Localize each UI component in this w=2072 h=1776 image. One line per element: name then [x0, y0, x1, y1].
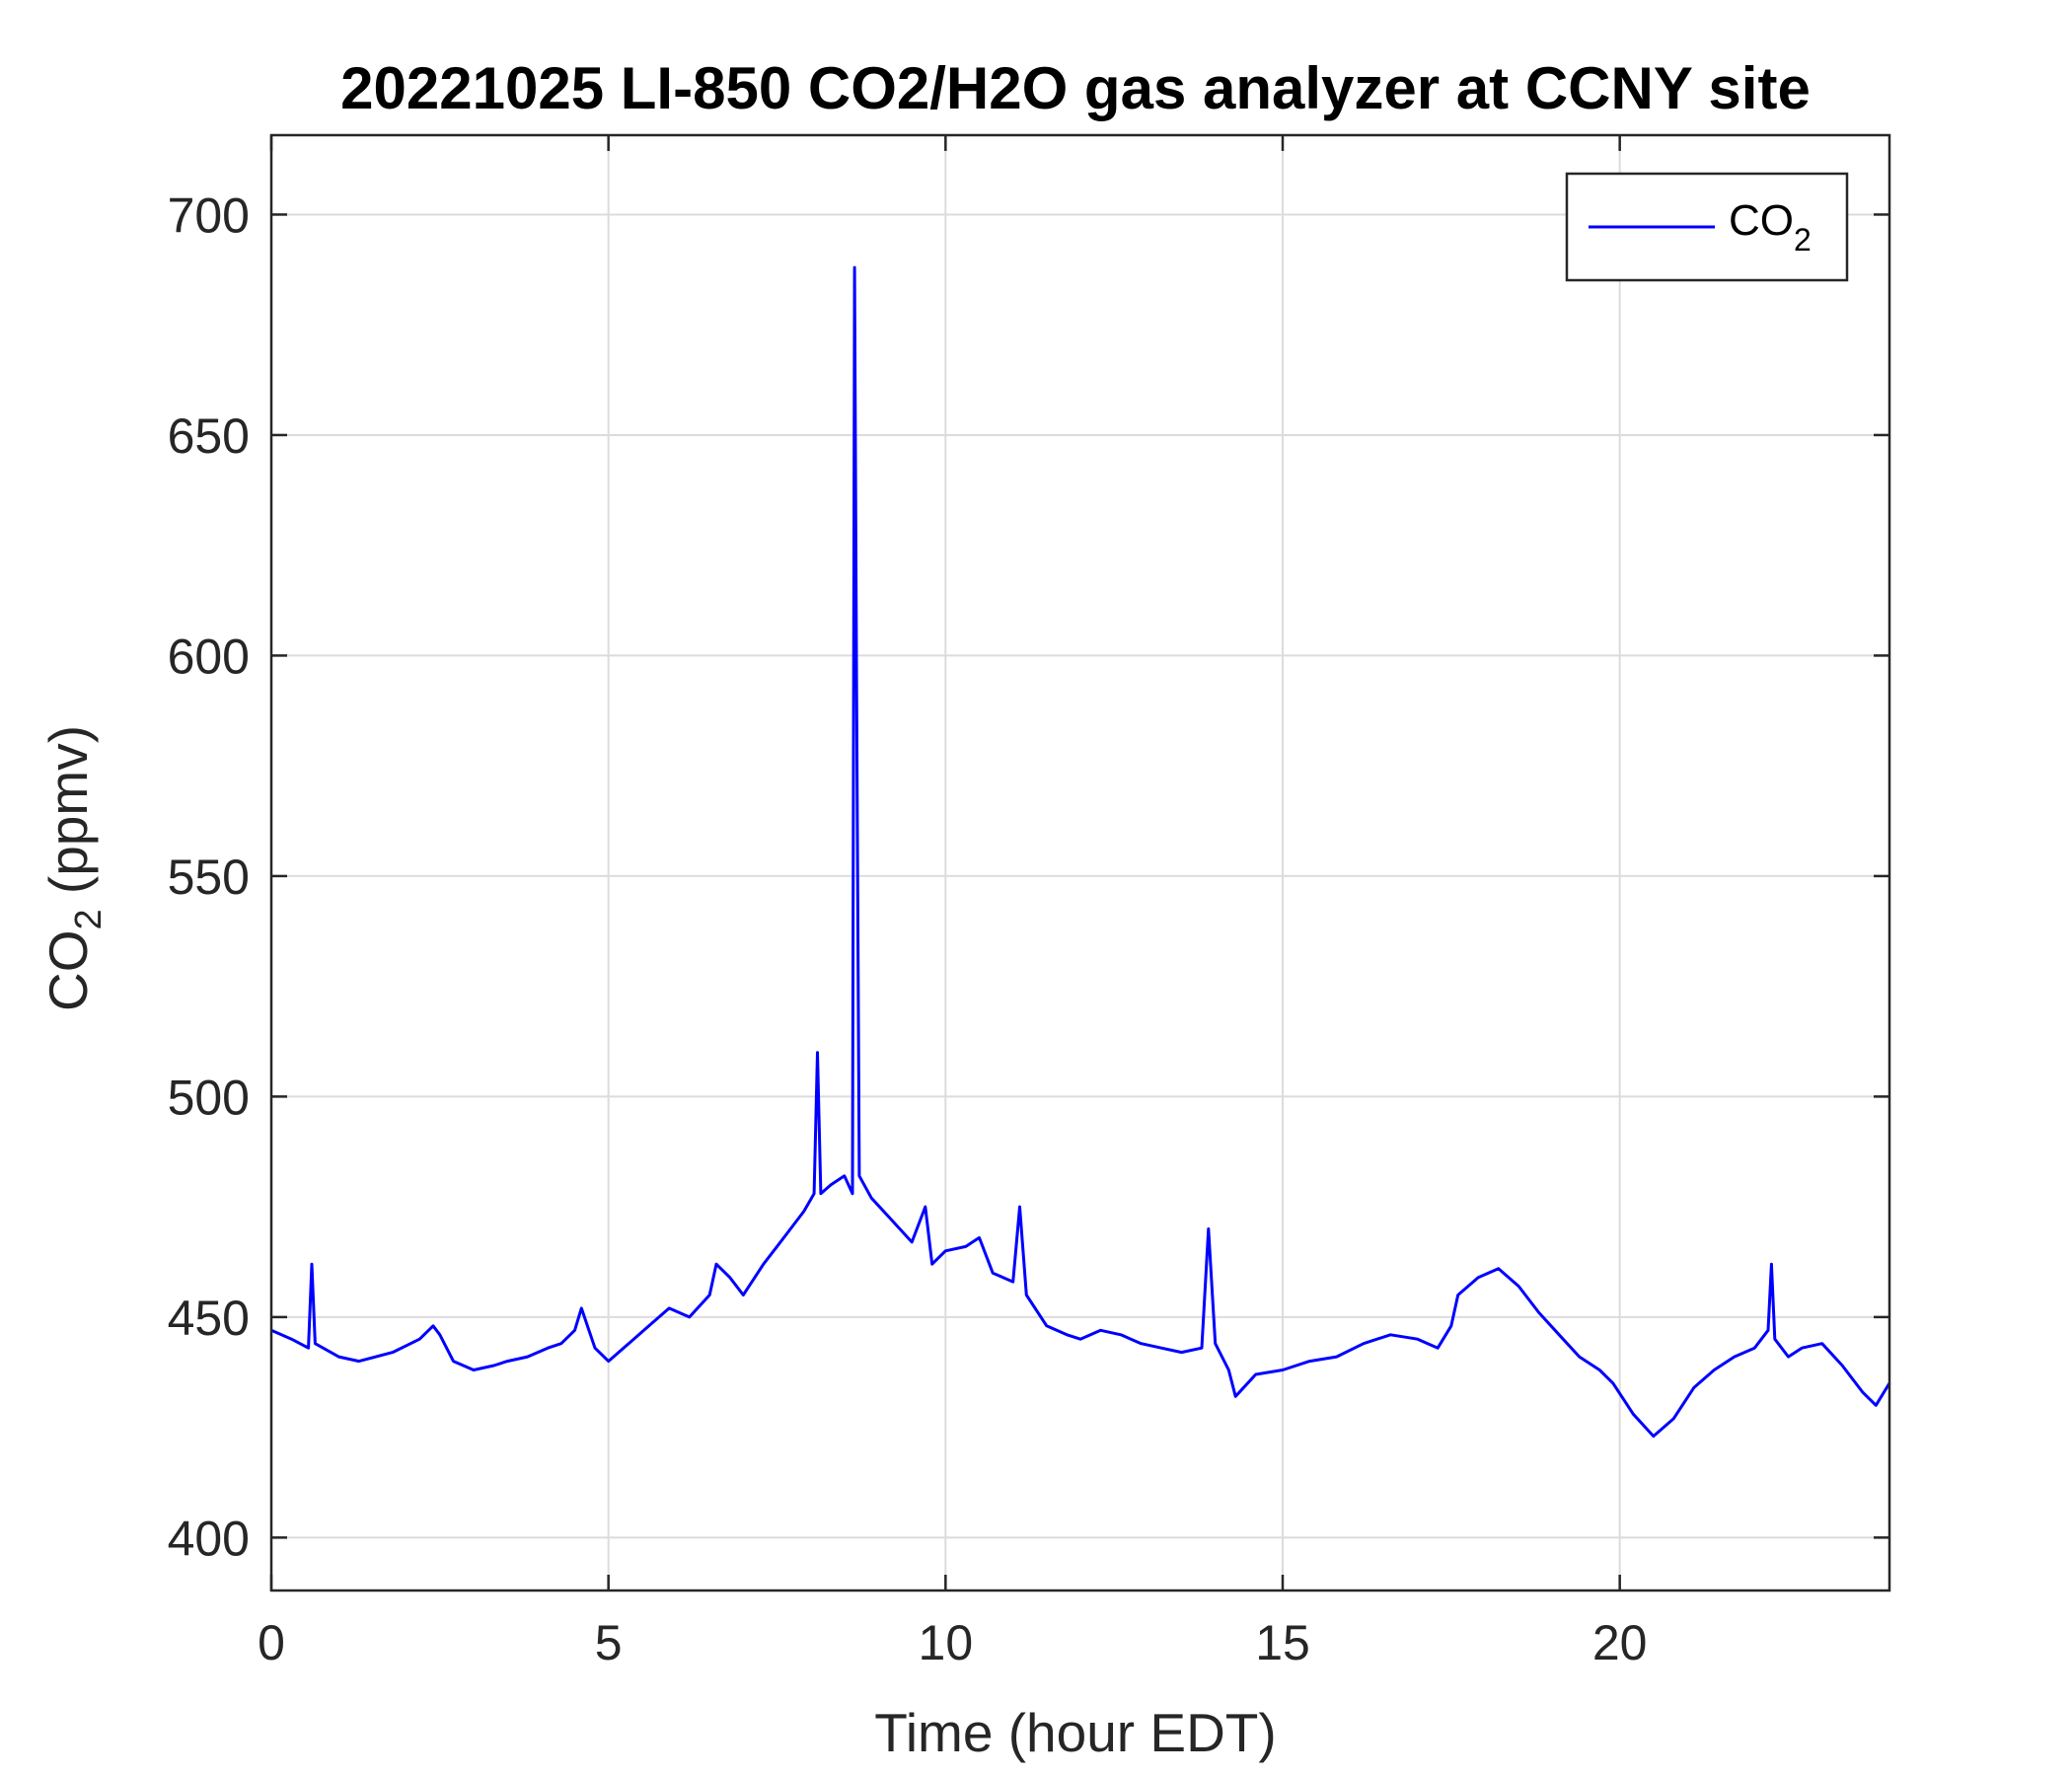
legend: CO2 [1565, 172, 1849, 282]
y-tick-label: 450 [168, 1291, 250, 1346]
y-tick-label: 600 [168, 629, 250, 684]
x-tick-label: 15 [1255, 1615, 1310, 1670]
y-tick-label: 550 [168, 850, 250, 905]
x-axis-label: Time (hour EDT) [874, 1702, 1276, 1763]
y-tick-label: 650 [168, 408, 250, 464]
x-tick-label: 20 [1592, 1615, 1648, 1670]
y-tick-label: 400 [168, 1511, 250, 1566]
x-tick-label: 5 [595, 1615, 623, 1670]
legend-entry-label: CO [1729, 196, 1794, 245]
y-tick-label: 700 [168, 187, 250, 243]
legend-entry-co2: CO2 [1729, 196, 1812, 258]
y-tick-label: 500 [168, 1070, 250, 1125]
y-axis-label-main: CO [37, 930, 99, 1012]
y-axis-label-units: (ppmv) [37, 725, 99, 909]
chart-title: 20221025 LI-850 CO2/H2O gas analyzer at … [340, 55, 1811, 121]
tick-labels: 0 5 10 15 20 400 450 500 550 600 650 700 [168, 187, 1648, 1670]
axes-layer [269, 133, 1891, 1592]
y-axis-label-subscript: 2 [68, 909, 110, 929]
legend-entry-subscript: 2 [1794, 222, 1812, 258]
series-layer [270, 265, 1891, 1439]
x-tick-label: 0 [258, 1615, 285, 1670]
y-axis-label: CO2 (ppmv) [37, 725, 110, 1011]
series-line-0 [270, 265, 1891, 1439]
gridlines [271, 135, 1889, 1591]
x-tick-label: 10 [919, 1615, 974, 1670]
plot-area-border [269, 133, 1891, 1592]
